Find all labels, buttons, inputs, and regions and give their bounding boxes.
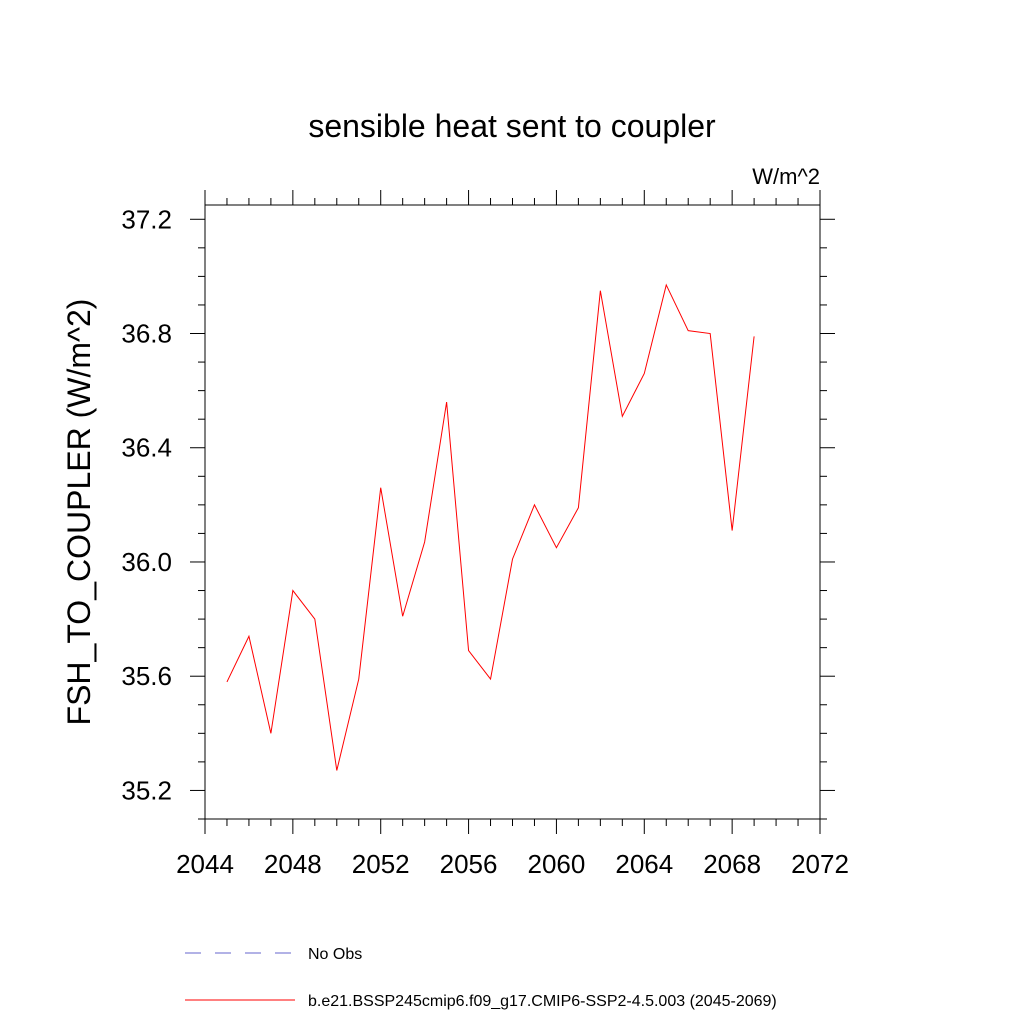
chart-title: sensible heat sent to coupler [308,108,716,144]
y-tick-label: 36.8 [121,319,172,349]
legend: No Obs b.e21.BSSP245cmip6.f09_g17.CMIP6-… [185,946,777,1010]
x-tick-label: 2056 [440,849,498,879]
y-tick-label: 35.2 [121,775,172,805]
y-axis-label: FSH_TO_COUPLER (W/m^2) [61,299,97,726]
legend-label-series: b.e21.BSSP245cmip6.f09_g17.CMIP6-SSP2-4.… [308,993,777,1010]
plot-frame [204,204,821,820]
y-tick-label: 37.2 [121,204,172,234]
x-tick-label: 2060 [528,849,586,879]
y-tick-label: 35.6 [121,661,172,691]
x-tick-label: 2052 [352,849,410,879]
legend-label-no-obs: No Obs [308,946,362,963]
x-tick-label: 2064 [615,849,673,879]
x-tick-label: 2048 [264,849,322,879]
axis-tick-labels: 2044 2048 2052 2056 2060 2064 2068 2072 35.2 35.6… [121,204,849,879]
series-layer [226,283,755,771]
axis-ticks [190,190,835,834]
x-tick-label: 2072 [791,849,849,879]
x-tick-label: 2044 [176,849,234,879]
y-tick-label: 36.0 [121,547,172,577]
series-line [226,283,755,771]
y-tick-label: 36.4 [121,433,172,463]
x-tick-label: 2068 [703,849,761,879]
units-label: W/m^2 [752,164,820,189]
